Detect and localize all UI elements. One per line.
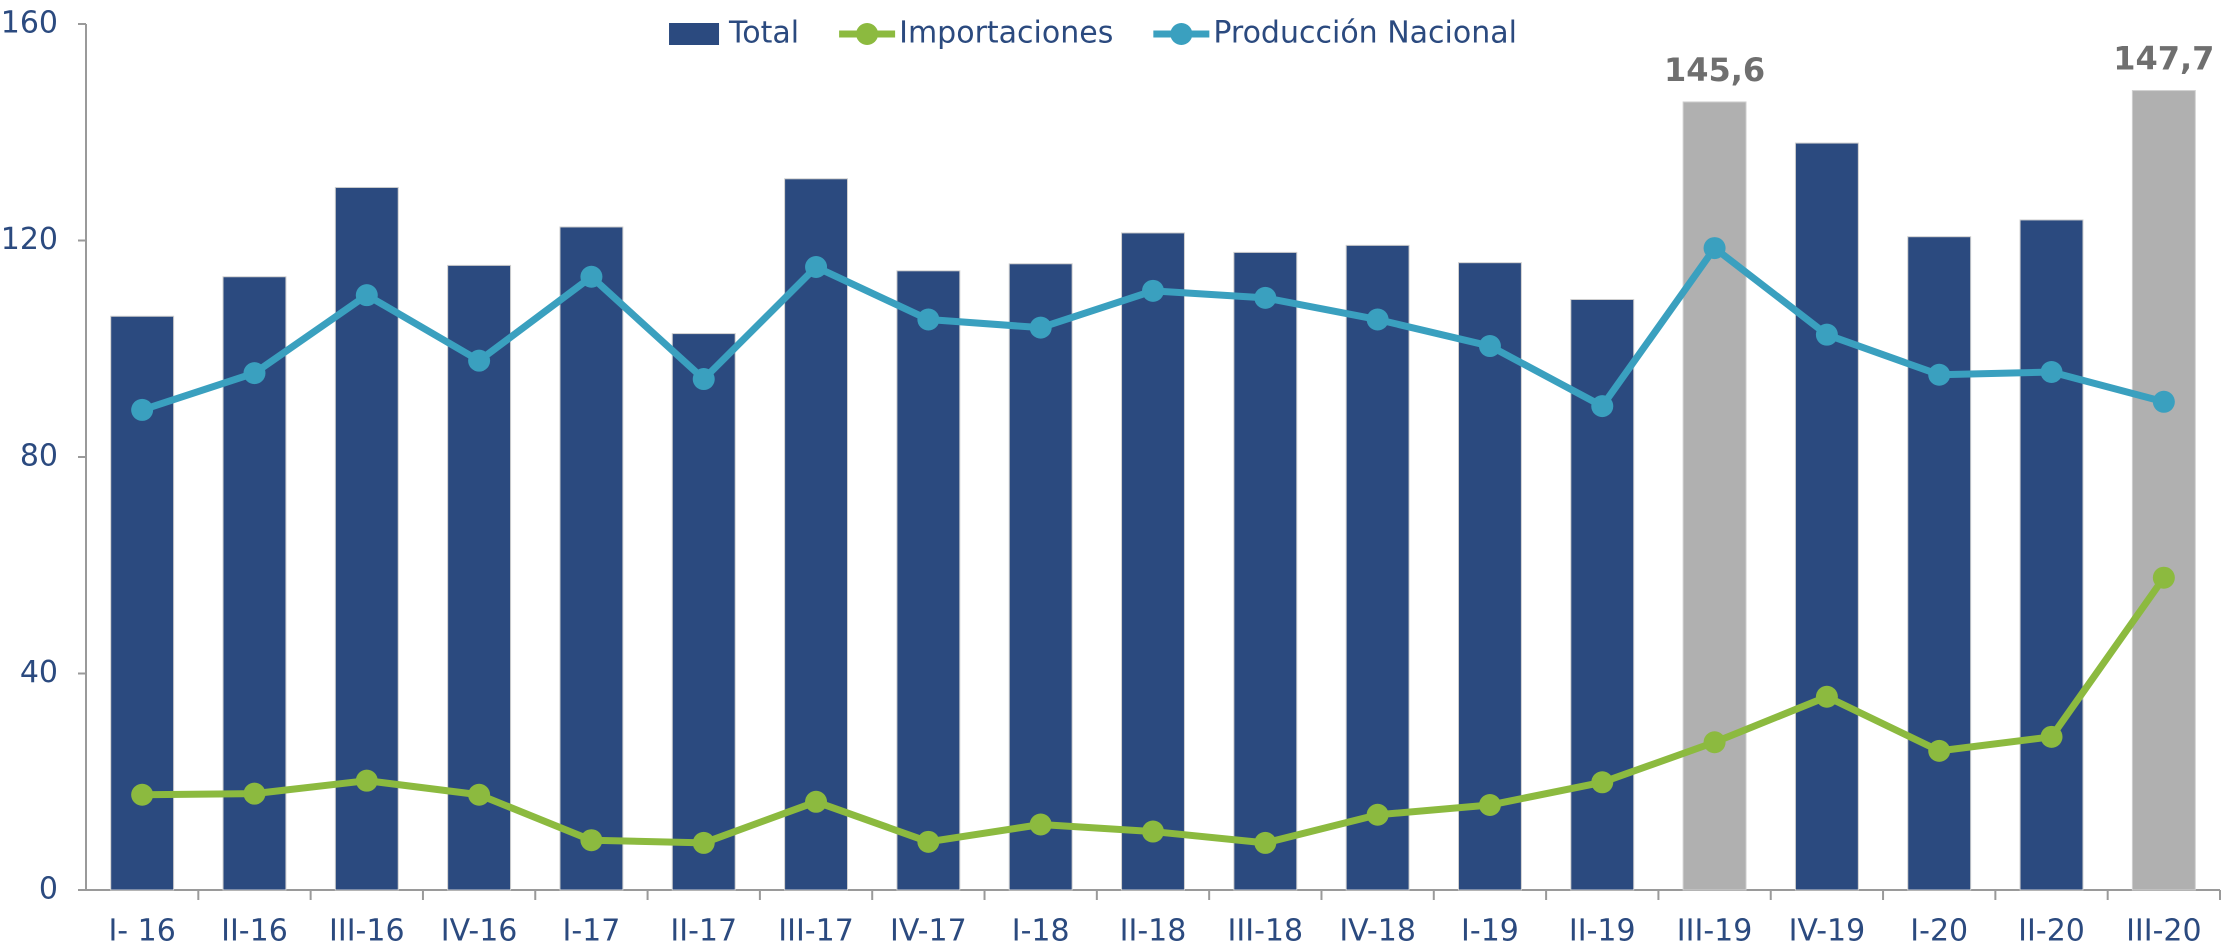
marker [1029,813,1052,836]
bar [1794,142,1859,891]
x-tick-label: III-16 [329,914,405,945]
x-tick-label: II-19 [1569,914,1636,945]
x-tick-label: I-19 [1461,914,1519,945]
marker [1254,831,1277,854]
x-tick-label: II-20 [2018,914,2085,945]
marker [1029,316,1052,339]
legend-label: Total [728,16,799,51]
y-tick-label: 0 [39,872,58,907]
marker [355,284,378,307]
bar [1121,232,1185,891]
y-tick-label: 80 [20,439,58,474]
bar [1570,298,1635,891]
x-tick-label: IV-18 [1339,914,1416,945]
marker [692,831,715,854]
marker [1928,363,1951,386]
marker [1478,794,1501,817]
marker [2152,390,2175,413]
marker [805,256,828,279]
marker [1591,395,1614,418]
marker [917,308,940,331]
bar [1682,101,1747,891]
marker [805,790,828,813]
marker [1254,286,1277,309]
x-tick-label: IV-19 [1789,914,1866,945]
marker [243,782,266,805]
x-tick-label: III-19 [1677,914,1753,945]
marker [692,368,715,391]
y-tick-label: 120 [1,222,58,257]
marker [2040,725,2063,748]
marker [1928,739,1951,762]
marker [131,783,154,806]
bar [671,333,736,891]
legend-label: Importaciones [899,16,1113,51]
marker [243,362,266,385]
marker [355,769,378,792]
marker [468,783,491,806]
bar [2131,90,2196,891]
x-tick-label: I-18 [1012,914,1070,945]
legend: Total Importaciones Producción Nacional [669,16,1517,51]
bar [784,178,849,891]
legend-swatch [856,23,879,45]
marker [1815,685,1838,708]
marker [1366,803,1389,826]
bar [1008,263,1073,891]
x-tick-label: I- 16 [108,914,175,945]
legend-swatch [1170,23,1193,45]
x-tick-label: I-17 [562,914,620,945]
x-tick-label: III-18 [1228,914,1304,945]
marker [1703,731,1726,754]
value-label: 145,6 [1664,51,1765,89]
bar [896,270,961,891]
marker [468,349,491,372]
bar [559,226,624,891]
marker [1142,279,1164,302]
bar [1233,251,1298,891]
y-tick-label: 40 [20,655,58,690]
x-tick-label: II-16 [221,914,288,945]
marker [1478,335,1501,358]
x-tick-label: III-20 [2126,914,2202,945]
marker [580,265,603,288]
marker [1142,820,1164,843]
bar [1907,236,1972,891]
x-tick-label: IV-16 [441,914,518,945]
y-tick-label: 160 [1,6,58,41]
marker [2040,361,2063,384]
bar [1457,262,1522,891]
x-tick-label: IV-17 [890,914,967,945]
marker [917,830,940,853]
legend-label: Producción Nacional [1213,16,1517,51]
legend-swatch [669,23,720,45]
marker [2152,566,2175,589]
marker [131,398,154,421]
bar [2019,219,2084,891]
value-label: 147,7 [2113,40,2214,78]
marker [580,829,603,852]
x-tick-label: II-17 [670,914,737,945]
marker [1591,771,1614,794]
bar [1345,244,1410,891]
marker [1703,237,1726,260]
x-tick-label: III-17 [778,914,854,945]
marker [1366,308,1389,331]
x-tick-label: II-18 [1120,914,1187,945]
x-tick-label: I-20 [1910,914,1968,945]
marker [1815,323,1838,346]
